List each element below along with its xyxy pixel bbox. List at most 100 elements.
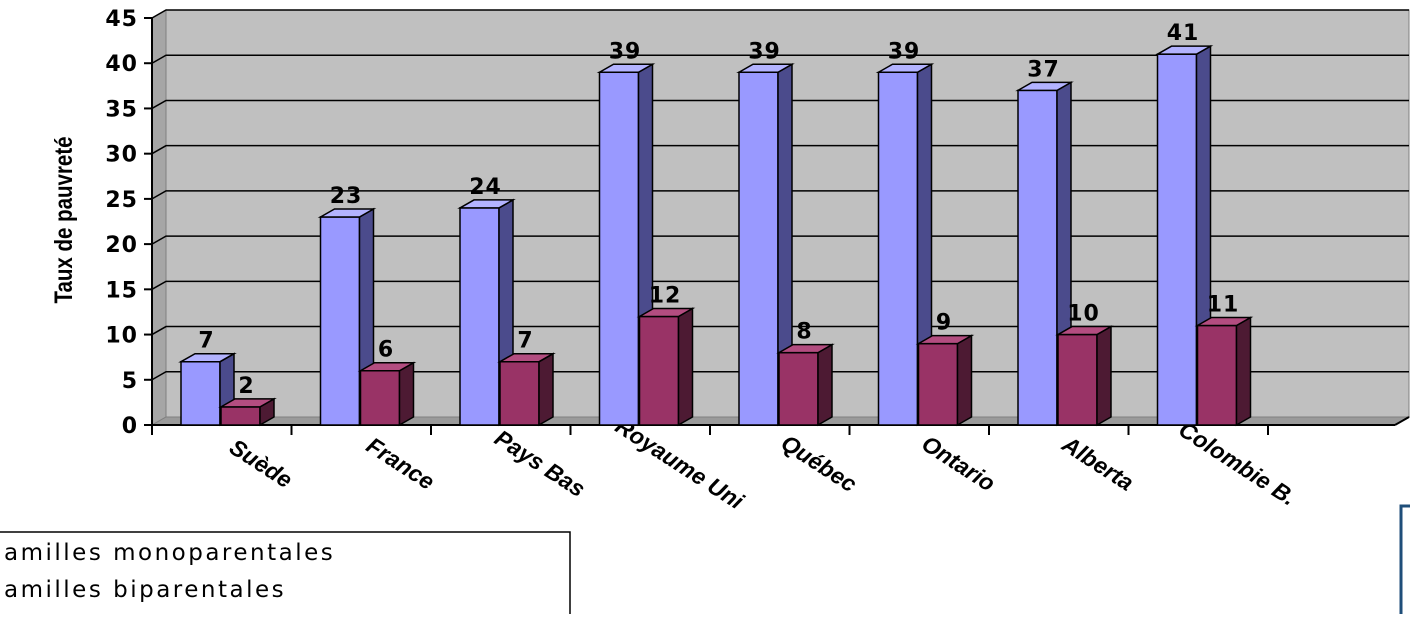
bar-biparentales-front — [917, 342, 959, 426]
bar-monoparentales-top — [457, 199, 516, 209]
bar-biparentales-side — [677, 307, 694, 427]
data-label: 9 — [936, 311, 952, 336]
legend-box — [0, 531, 571, 619]
gridline — [151, 9, 1409, 19]
x-tick-label: Alberta — [1057, 430, 1139, 496]
y-tick-label: 5 — [122, 369, 138, 394]
bar-biparentales-front — [499, 360, 540, 426]
y-tick-label: 15 — [105, 278, 138, 303]
legend: amilles monoparentales amilles biparenta… — [0, 531, 571, 619]
bar-monoparentales — [875, 62, 935, 427]
legend-entry-biparentales: amilles biparentales — [4, 577, 286, 603]
gridline — [151, 99, 1409, 110]
data-label: 39 — [888, 39, 921, 64]
gridline — [151, 144, 1409, 155]
data-label: 11 — [1207, 293, 1240, 318]
legend-entry-monoparentales: amilles monoparentales — [4, 540, 335, 566]
gridline — [151, 54, 1409, 64]
bar-biparentales — [218, 397, 277, 427]
bar-biparentales-top — [357, 361, 417, 372]
y-tick-label: 0 — [122, 414, 138, 439]
bar-biparentales-front — [1196, 324, 1238, 426]
bar-biparentales — [1194, 316, 1254, 427]
bar-biparentales — [636, 307, 696, 427]
x-tick-label: Royaume Uni — [611, 412, 749, 514]
bar-biparentales — [497, 352, 556, 427]
x-tick-label: Suède — [225, 434, 297, 494]
bar-monoparentales-top — [178, 352, 237, 363]
bar-biparentales-front — [220, 406, 261, 426]
x-tick-label: France — [362, 432, 440, 495]
bar-biparentales-top — [1055, 325, 1114, 336]
bar-monoparentales-front — [738, 71, 779, 426]
data-label: 2 — [238, 374, 254, 399]
gridline — [151, 325, 1409, 336]
bar-monoparentales-front — [180, 360, 221, 426]
data-label: 24 — [469, 175, 502, 200]
bar-biparentales-top — [497, 352, 556, 363]
bar-monoparentales-top — [1015, 81, 1074, 92]
gridline — [151, 280, 1409, 290]
bar-monoparentales-top — [875, 63, 935, 74]
data-label: 6 — [378, 338, 394, 363]
x-tick-label: Colombie B. — [1174, 416, 1301, 511]
bar-monoparentales — [1154, 44, 1214, 427]
data-label: 10 — [1067, 302, 1100, 327]
data-label: 39 — [609, 39, 642, 64]
x-tick-label: Québec — [777, 429, 862, 497]
gridline — [151, 235, 1409, 245]
bar-biparentales-side — [956, 334, 973, 427]
data-label: 12 — [649, 283, 682, 308]
bar-biparentales-front — [1057, 333, 1098, 426]
x-tick-label: Pays Bas — [490, 425, 590, 503]
y-tick-label: 35 — [105, 97, 138, 122]
data-label: 41 — [1167, 21, 1200, 46]
bar-biparentales-side — [1096, 325, 1112, 427]
bar-monoparentales — [736, 62, 795, 427]
y-tick-label: 10 — [105, 324, 138, 349]
bars — [178, 44, 1254, 427]
bar-biparentales-top — [1194, 316, 1254, 327]
bar-monoparentales-top — [317, 208, 377, 218]
gridline — [151, 190, 1409, 200]
gridline — [151, 371, 1409, 381]
bar-biparentales — [1055, 325, 1114, 427]
bar-biparentales-side — [817, 343, 833, 427]
bar-monoparentales-top — [596, 63, 656, 74]
corner-decoration — [1399, 504, 1410, 618]
bar-biparentales-front — [638, 315, 680, 426]
bar-monoparentales-front — [877, 71, 919, 426]
bar-monoparentales-front — [1156, 53, 1198, 426]
side-wall — [151, 9, 167, 426]
bar-monoparentales — [1015, 81, 1074, 427]
bar-monoparentales-front — [319, 216, 361, 426]
bar-biparentales-front — [778, 351, 819, 426]
data-label: 39 — [748, 39, 781, 64]
bar-monoparentales — [457, 198, 516, 427]
bar-biparentales-side — [1235, 316, 1252, 427]
bar-biparentales-side — [398, 361, 415, 427]
bar-biparentales-top — [218, 398, 277, 408]
bar-biparentales — [776, 343, 835, 427]
y-tick-label: 30 — [105, 143, 138, 168]
x-axis-end — [1394, 416, 1410, 426]
y-axis-label: Taux de pauvreté — [49, 136, 77, 303]
y-tick-label: 25 — [105, 188, 138, 213]
bar-biparentales-top — [915, 334, 975, 345]
bar-biparentales-front — [359, 369, 401, 426]
data-label: 23 — [330, 184, 363, 209]
bar-biparentales — [915, 334, 975, 427]
bar-monoparentales-top — [736, 63, 795, 74]
data-label: 8 — [796, 320, 812, 345]
y-tick-label: 20 — [105, 233, 138, 258]
bar-biparentales-top — [776, 343, 835, 354]
bar-biparentales-top — [636, 307, 696, 318]
data-label: 37 — [1027, 57, 1060, 82]
bar-monoparentales-top — [1154, 45, 1214, 55]
bar-monoparentales-front — [459, 207, 500, 426]
x-tick-label: Ontario — [917, 430, 1000, 496]
bar-biparentales — [357, 361, 417, 427]
